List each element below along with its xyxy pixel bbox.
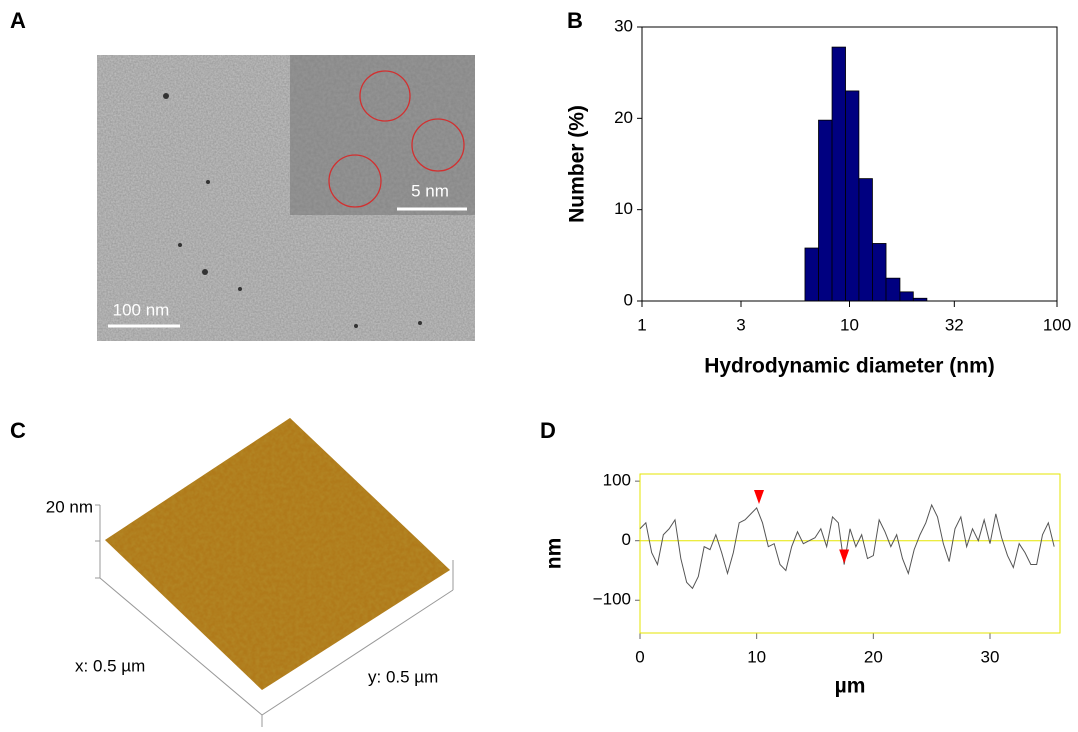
bar (804, 247, 819, 302)
x-tick-label: 3 (736, 315, 745, 334)
scale-bar-label: 100 nm (113, 300, 170, 319)
axis-label: 20 nm (46, 497, 93, 516)
line (639, 503, 1055, 590)
y-tick-label: 100 (603, 471, 631, 490)
x-tick-label: 100 (1043, 315, 1071, 334)
frame (639, 473, 1061, 634)
axis-label: x: 0.5 µm (75, 656, 145, 675)
bar (899, 291, 914, 302)
axis-label: y: 0.5 µm (368, 667, 438, 686)
marker (839, 549, 850, 564)
scale-bar-label: 5 nm (411, 181, 449, 200)
panel-label: A (10, 8, 26, 33)
x-tick-label: 0 (635, 647, 644, 666)
bar (885, 277, 901, 302)
y-tick-label: 30 (614, 16, 633, 35)
y-tick-label: 0 (622, 530, 631, 549)
x-tick-label: 10 (840, 315, 859, 334)
y-tick-label: 0 (624, 290, 633, 309)
bar (831, 46, 846, 302)
x-tick-label: 20 (864, 647, 883, 666)
panel-label: B (567, 8, 583, 33)
bar (872, 243, 887, 302)
y-tick-label: 10 (614, 199, 633, 218)
bar (845, 90, 860, 302)
bar (818, 119, 833, 302)
x-axis-label: Hydrodynamic diameter (nm) (704, 355, 995, 378)
y-tick-label: −100 (593, 590, 631, 609)
x-tick-label: 10 (747, 647, 766, 666)
panel-label: C (10, 418, 26, 443)
marker (754, 490, 764, 505)
x-tick-label: 30 (981, 647, 1000, 666)
x-tick-label: 1 (637, 315, 646, 334)
tem-image (97, 55, 475, 341)
panel-label: D (540, 418, 556, 443)
y-tick-label: 20 (614, 108, 633, 127)
y-axis-label: nm (543, 538, 566, 570)
bar (858, 178, 873, 302)
x-tick-label: 32 (945, 315, 964, 334)
x-axis-label: µm (835, 675, 866, 698)
y-axis-label: Number (%) (566, 105, 589, 223)
frame (641, 26, 1058, 302)
